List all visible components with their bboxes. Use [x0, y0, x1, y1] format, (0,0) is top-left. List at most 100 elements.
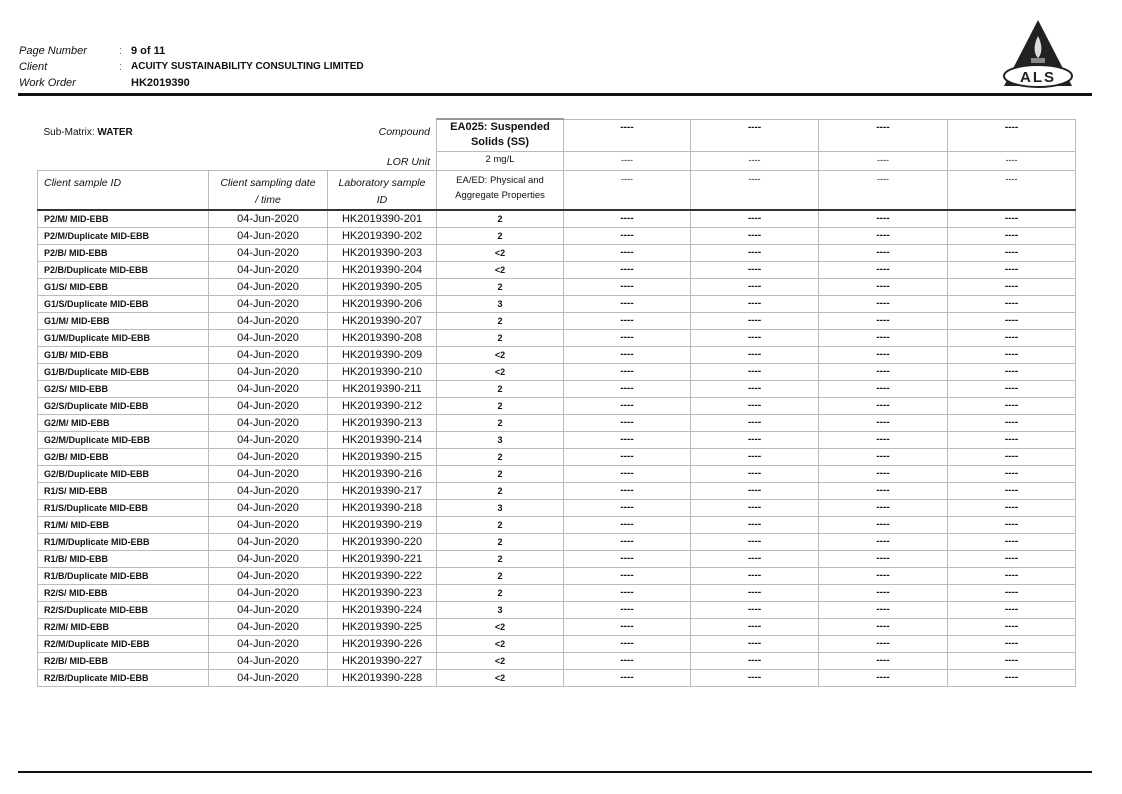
table-row: R2/S/ MID-EBB 04-Jun-2020 HK2019390-223 2 --… [37, 584, 1076, 602]
sample-id: G2/S/Duplicate MID-EBB [37, 397, 209, 415]
suspended-solids-value: 3 [436, 431, 564, 449]
blank-cell: ---- [947, 584, 1076, 602]
suspended-solids-value: <2 [436, 618, 564, 636]
sampling-date: 04-Jun-2020 [208, 261, 328, 279]
svg-text:ALS: ALS [1020, 69, 1056, 86]
suspended-solids-value: 2 [436, 312, 564, 330]
blank-cell: ---- [690, 295, 819, 313]
blank-cell: ---- [563, 584, 691, 602]
blank-cell: ---- [818, 499, 948, 517]
lab-sample-id: HK2019390-228 [327, 669, 437, 687]
suspended-solids-value: <2 [436, 363, 564, 381]
client-label: Client [19, 61, 48, 73]
lab-sample-id: HK2019390-220 [327, 533, 437, 551]
table-row: G1/B/ MID-EBB 04-Jun-2020 HK2019390-209 <2-… [37, 346, 1076, 364]
suspended-solids-value: 2 [436, 516, 564, 534]
blank-cell: ---- [690, 448, 819, 466]
lab-sample-id: HK2019390-218 [327, 499, 437, 517]
sampling-date: 04-Jun-2020 [208, 209, 328, 228]
blank-cell: ---- [947, 227, 1076, 245]
sample-id: R1/B/ MID-EBB [37, 550, 209, 568]
compound-name: EA025: Suspended Solids (SS) [436, 118, 564, 152]
blank-cell: ---- [563, 533, 691, 551]
sample-id: G1/S/ MID-EBB [37, 278, 209, 296]
col-header-date: Client sampling date / time [208, 170, 328, 211]
sampling-date: 04-Jun-2020 [208, 584, 328, 602]
table-row: G2/M/Duplicate MID-EBB 04-Jun-2020 HK20193… [37, 431, 1076, 449]
blank-cell: ---- [563, 363, 691, 381]
blank-cell: ---- [818, 329, 948, 347]
sampling-date: 04-Jun-2020 [208, 312, 328, 330]
sample-id: G2/S/ MID-EBB [37, 380, 209, 398]
sample-id: R2/M/Duplicate MID-EBB [37, 635, 209, 653]
report-header: Page Number:9 of 11 Client: ACUITY SUSTAI… [19, 45, 364, 89]
sampling-date: 04-Jun-2020 [208, 652, 328, 670]
table-row: R2/M/ MID-EBB 04-Jun-2020 HK2019390-225 <2-… [37, 618, 1076, 636]
table-row: R1/B/Duplicate MID-EBB 04-Jun-2020 HK20193… [37, 567, 1076, 585]
blank-cell: ---- [818, 635, 948, 653]
suspended-solids-value: 2 [436, 227, 564, 245]
table-row: G2/S/ MID-EBB 04-Jun-2020 HK2019390-211 2 --… [37, 380, 1076, 398]
blank-cell: ---- [818, 533, 948, 551]
blank-cell: ---- [563, 448, 691, 466]
blank-cell: ---- [690, 618, 819, 636]
suspended-solids-value: 2 [436, 380, 564, 398]
blank-cell: ---- [690, 601, 819, 619]
footer-divider [18, 771, 1092, 773]
blank-cell: ---- [947, 380, 1076, 398]
lor-unit: 2 mg/L [436, 150, 564, 171]
blank-cell: ---- [818, 312, 948, 330]
table-row: G1/B/Duplicate MID-EBB 04-Jun-2020 HK20193… [37, 363, 1076, 381]
sampling-date: 04-Jun-2020 [208, 414, 328, 432]
blank-cell: ---- [947, 295, 1076, 313]
blank-cell: ---- [947, 652, 1076, 670]
sampling-date: 04-Jun-2020 [208, 669, 328, 687]
blank-cell: ---- [818, 397, 948, 415]
suspended-solids-value: 2 [436, 278, 564, 296]
suspended-solids-value: 2 [436, 448, 564, 466]
suspended-solids-value: 2 [436, 550, 564, 568]
blank-cell: ---- [818, 363, 948, 381]
table-row: G1/M/ MID-EBB 04-Jun-2020 HK2019390-207 2 --… [37, 312, 1076, 330]
sampling-date: 04-Jun-2020 [208, 618, 328, 636]
suspended-solids-value: <2 [436, 635, 564, 653]
sampling-date: 04-Jun-2020 [208, 533, 328, 551]
lab-sample-id: HK2019390-201 [327, 209, 437, 228]
blank-cell: ---- [818, 516, 948, 534]
sample-id: G1/S/Duplicate MID-EBB [37, 295, 209, 313]
blank-cell: ---- [818, 652, 948, 670]
lab-sample-id: HK2019390-208 [327, 329, 437, 347]
blank-cell: ---- [563, 118, 691, 152]
sampling-date: 04-Jun-2020 [208, 567, 328, 585]
suspended-solids-value: <2 [436, 652, 564, 670]
blank-cell: ---- [690, 312, 819, 330]
blank-cell: ---- [563, 261, 691, 279]
blank-cell: ---- [818, 550, 948, 568]
blank-cell: ---- [947, 482, 1076, 500]
blank-cell: ---- [947, 618, 1076, 636]
blank-cell: ---- [563, 346, 691, 364]
sample-id: R1/S/ MID-EBB [37, 482, 209, 500]
lab-sample-id: HK2019390-209 [327, 346, 437, 364]
work-order-label: Work Order [19, 77, 76, 89]
sampling-date: 04-Jun-2020 [208, 227, 328, 245]
blank-cell: ---- [947, 118, 1076, 152]
blank-cell: ---- [563, 209, 691, 228]
table-row: P2/B/Duplicate MID-EBB 04-Jun-2020 HK20193… [37, 261, 1076, 279]
blank-cell: ---- [563, 295, 691, 313]
sample-id: R2/S/Duplicate MID-EBB [37, 601, 209, 619]
blank-cell: ---- [563, 329, 691, 347]
suspended-solids-value: 2 [436, 465, 564, 483]
method-name: EA/ED: Physical and Aggregate Properties [436, 170, 564, 211]
lab-sample-id: HK2019390-210 [327, 363, 437, 381]
blank-cell: ---- [690, 363, 819, 381]
blank-cell: ---- [690, 397, 819, 415]
blank-cell: ---- [818, 170, 948, 211]
blank-cell: ---- [563, 601, 691, 619]
table-row: G2/S/Duplicate MID-EBB 04-Jun-2020 HK20193… [37, 397, 1076, 415]
lab-sample-id: HK2019390-216 [327, 465, 437, 483]
blank-cell: ---- [563, 652, 691, 670]
lab-sample-id: HK2019390-227 [327, 652, 437, 670]
blank-cell: ---- [690, 209, 819, 228]
blank-cell: ---- [947, 278, 1076, 296]
